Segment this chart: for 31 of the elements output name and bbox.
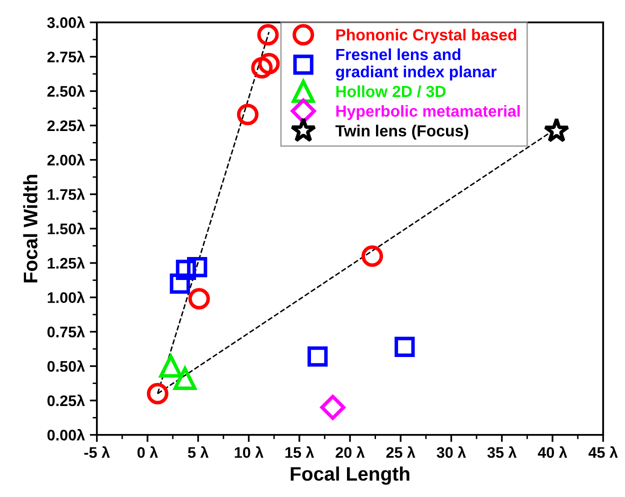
y-tick-label: 1.75λ — [48, 188, 85, 200]
y-axis-title: Focal Width — [23, 174, 38, 282]
y-tick-label: 1.00λ — [48, 291, 85, 304]
y-tick-label: 2.25λ — [47, 120, 85, 132]
x-tick-label: 35 λ — [487, 446, 517, 458]
y-tick-label: 3.00λ — [47, 16, 85, 28]
x-axis-title: Focal Length — [290, 466, 410, 485]
legend-label: Phononic Crystal based — [336, 28, 516, 44]
y-tick-label: 2.00λ — [47, 154, 85, 166]
x-tick-label: -5 λ — [84, 446, 110, 458]
x-tick-label: 40 λ — [538, 446, 568, 458]
y-tick-label: 0.75λ — [47, 326, 85, 338]
x-tick-label: 20 λ — [336, 446, 365, 458]
y-tick-label: 0.50λ — [47, 360, 85, 372]
y-tick-label: 2.50λ — [47, 85, 85, 97]
x-tick-label: 10 λ — [234, 446, 264, 458]
x-tick-label: 30 λ — [436, 446, 466, 458]
y-tick-label: 0.00λ — [47, 428, 85, 441]
y-tick-label: 1.50λ — [48, 222, 85, 234]
y-tick-label: 1.25λ — [48, 257, 85, 269]
legend-label: Twin lens (Focus) — [335, 124, 468, 140]
legend-label: Fresnel lens and gradiant index planar — [336, 48, 497, 81]
y-tick-label: 0.25λ — [47, 394, 85, 406]
x-tick-label: 5 λ — [188, 446, 209, 458]
y-tick-label: 2.75λ — [47, 50, 85, 62]
x-tick-label: 45 λ — [588, 446, 618, 458]
x-tick-label: 15 λ — [285, 446, 314, 458]
legend-label: Hyperbolic metamaterial — [336, 105, 520, 120]
legend-label: Hollow 2D / 3D — [336, 85, 446, 98]
x-tick-label: 0 λ — [137, 446, 158, 458]
x-tick-label: 25 λ — [386, 446, 416, 458]
